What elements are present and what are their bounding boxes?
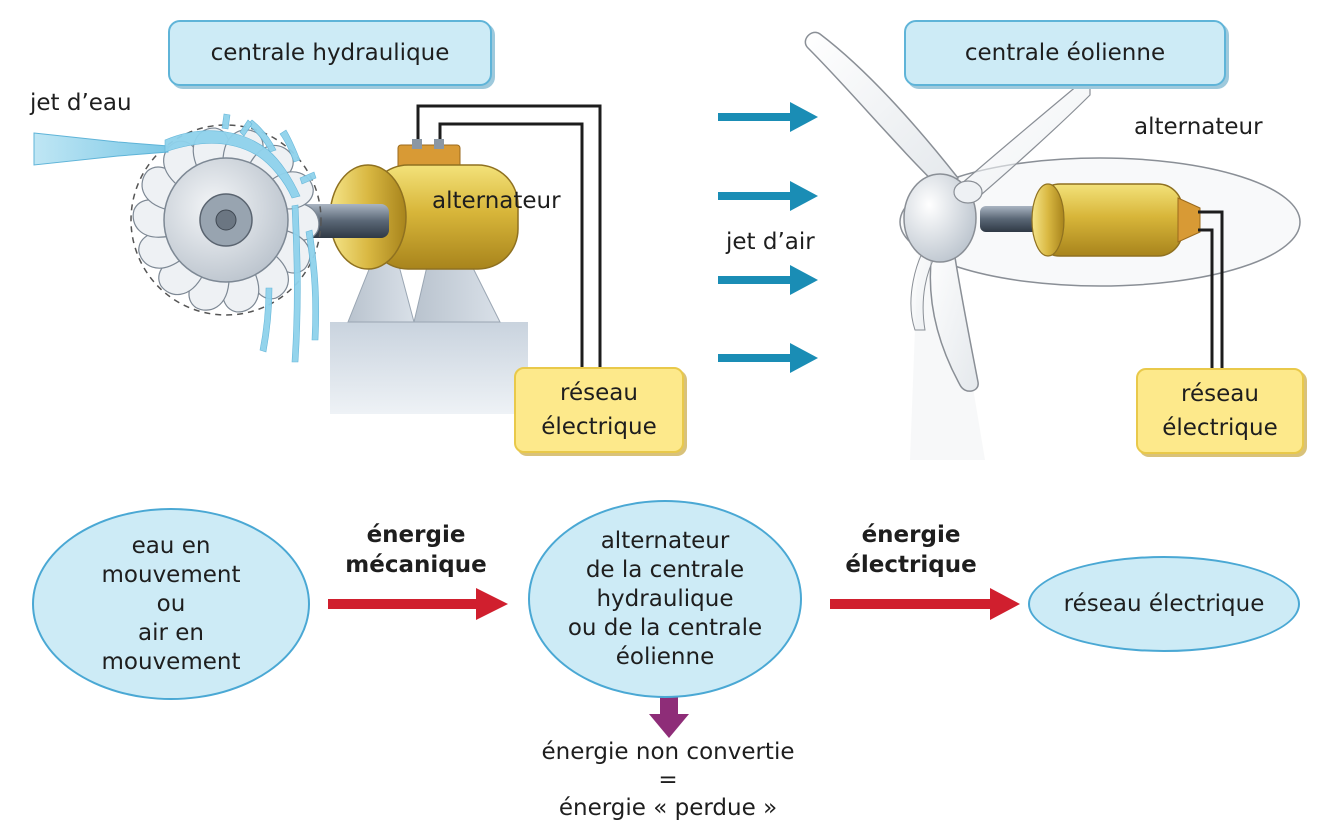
- hydro-grid-line2: électrique: [541, 414, 657, 440]
- source-ellipse: eau en mouvement ou air en mouvement: [32, 508, 310, 700]
- arrow1-label-line: énergie: [366, 522, 466, 548]
- arrow1-label: énergie mécanique: [330, 520, 502, 580]
- hydro-wire-2: [438, 122, 584, 368]
- target-ellipse: réseau électrique: [1028, 556, 1300, 652]
- turbine-alternator-face: [1031, 183, 1065, 257]
- water-splash: [164, 113, 320, 363]
- loss-line: énergie « perdue »: [558, 795, 778, 821]
- hydro-alternator-label: alternateur: [432, 188, 561, 214]
- converter-line: ou de la centrale: [567, 614, 763, 641]
- arrow2-label-line: énergie: [861, 522, 961, 548]
- source-line: air en: [138, 619, 204, 646]
- hydro-plant: [33, 104, 602, 414]
- wind-turbine: [804, 31, 1301, 460]
- hydro-grid-line1: réseau: [560, 380, 638, 406]
- wind-grid-line1: réseau: [1181, 381, 1259, 407]
- source-line: ou: [156, 590, 186, 617]
- wind-grid-line2: électrique: [1162, 415, 1278, 441]
- loss-line: énergie non convertie: [541, 739, 795, 765]
- turbine-shaft: [980, 206, 1040, 232]
- hydro-title-box: centrale hydraulique: [168, 20, 492, 86]
- hydro-grid-box: réseau électrique: [514, 367, 684, 453]
- hydro-base: [330, 322, 528, 414]
- arrow1-label-line: mécanique: [345, 552, 487, 578]
- turbine-terminals: [1177, 197, 1201, 243]
- source-line: mouvement: [101, 648, 241, 675]
- turbine-wire-2: [1198, 228, 1214, 370]
- energy-arrow-2: [830, 588, 1020, 620]
- converter-ellipse: alternateur de la centrale hydraulique o…: [528, 500, 802, 698]
- converter-line: de la centrale: [585, 556, 745, 583]
- turbine-hub-cap: [953, 180, 983, 204]
- air-jet-label: jet d’air: [726, 229, 815, 255]
- converter-line: éolienne: [615, 643, 715, 670]
- turbine-blade-top: [804, 31, 960, 191]
- energy-arrow-1: [328, 588, 508, 620]
- pelton-axle: [215, 209, 237, 231]
- terminal-post: [412, 139, 422, 149]
- terminal-post-2: [434, 139, 444, 149]
- hydro-title: centrale hydraulique: [210, 40, 450, 66]
- hydro-rotation-circle: [130, 124, 322, 316]
- arrow2-label: énergie électrique: [826, 520, 996, 580]
- turbine-blade-bottom: [929, 234, 979, 392]
- wind-arrows: [718, 102, 818, 373]
- hydro-wire: [416, 104, 602, 368]
- target-label: réseau électrique: [1063, 590, 1265, 617]
- wind-arrow: [718, 181, 818, 211]
- source-line: eau en: [131, 532, 211, 559]
- wind-arrow: [718, 343, 818, 373]
- hydro-stand: [347, 261, 415, 323]
- loss-label: énergie non convertie = énergie « perdue…: [500, 738, 836, 822]
- arrow2-label-line: électrique: [845, 552, 977, 578]
- source-line: mouvement: [101, 561, 241, 588]
- wind-arrow: [718, 102, 818, 132]
- water-jet-label: jet d’eau: [30, 90, 132, 116]
- water-jet-nozzle: [33, 132, 169, 166]
- wind-alternator-label: alternateur: [1134, 114, 1263, 140]
- converter-line: hydraulique: [596, 585, 734, 612]
- wind-arrow: [718, 265, 818, 295]
- turbine-wire: [1198, 210, 1224, 370]
- wind-title-box: centrale éolienne: [904, 20, 1226, 86]
- converter-line: alternateur: [600, 527, 730, 554]
- loss-line: =: [658, 767, 678, 793]
- hydro-stand-2: [413, 261, 501, 323]
- loss-arrow: [649, 694, 689, 738]
- wind-grid-box: réseau électrique: [1136, 368, 1304, 454]
- turbine-blade-lower: [910, 239, 941, 331]
- wind-title: centrale éolienne: [964, 40, 1166, 66]
